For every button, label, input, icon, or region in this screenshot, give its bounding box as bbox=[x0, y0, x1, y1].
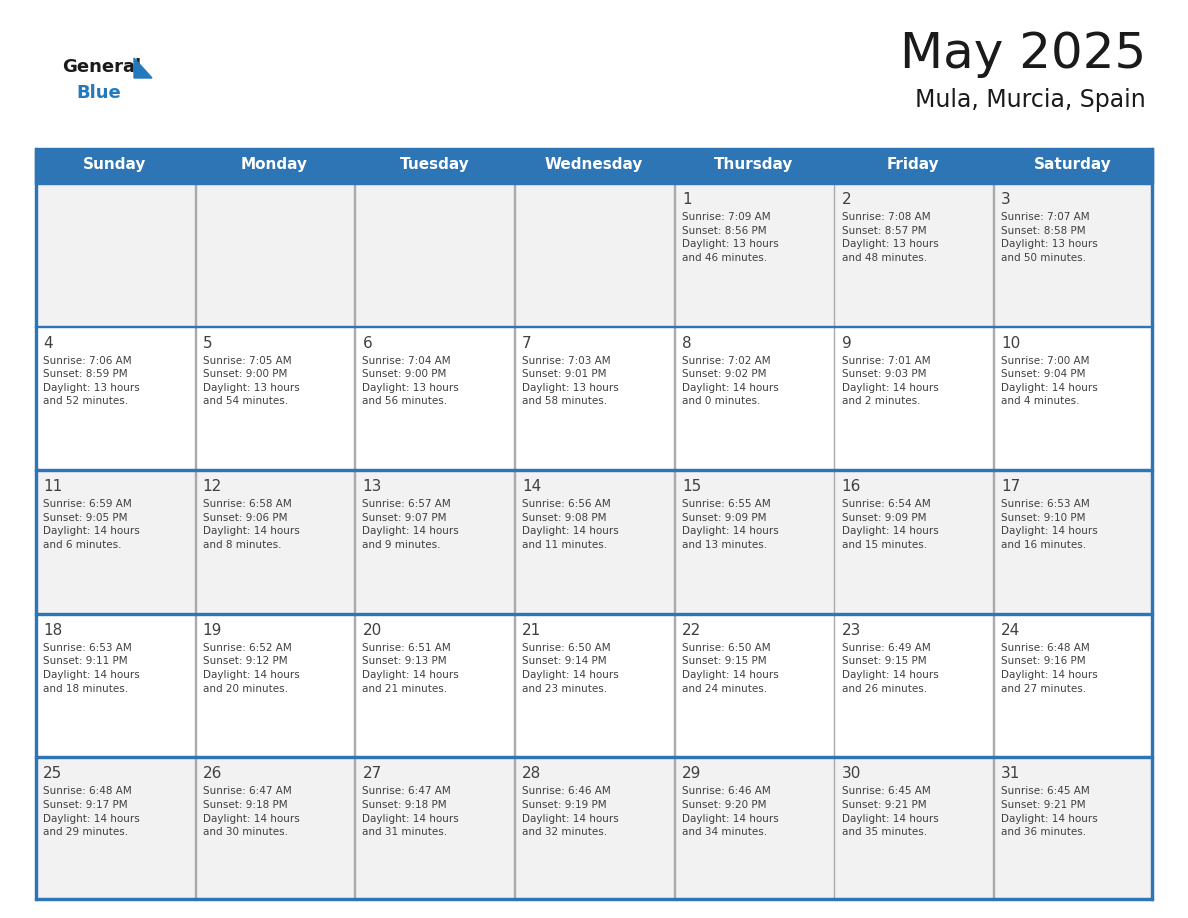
Text: Mula, Murcia, Spain: Mula, Murcia, Spain bbox=[915, 88, 1146, 112]
Text: Sunrise: 6:50 AM
Sunset: 9:15 PM
Daylight: 14 hours
and 24 minutes.: Sunrise: 6:50 AM Sunset: 9:15 PM Dayligh… bbox=[682, 643, 778, 694]
Text: 6: 6 bbox=[362, 336, 372, 351]
Text: General: General bbox=[62, 58, 141, 76]
Text: Sunrise: 6:45 AM
Sunset: 9:21 PM
Daylight: 14 hours
and 35 minutes.: Sunrise: 6:45 AM Sunset: 9:21 PM Dayligh… bbox=[841, 787, 939, 837]
Text: 12: 12 bbox=[203, 479, 222, 494]
Text: 3: 3 bbox=[1001, 192, 1011, 207]
Text: 9: 9 bbox=[841, 336, 852, 351]
Text: 1: 1 bbox=[682, 192, 691, 207]
Bar bbox=[34, 898, 1154, 900]
Text: Sunrise: 7:01 AM
Sunset: 9:03 PM
Daylight: 14 hours
and 2 minutes.: Sunrise: 7:01 AM Sunset: 9:03 PM Dayligh… bbox=[841, 355, 939, 407]
Text: Sunrise: 6:46 AM
Sunset: 9:20 PM
Daylight: 14 hours
and 34 minutes.: Sunrise: 6:46 AM Sunset: 9:20 PM Dayligh… bbox=[682, 787, 778, 837]
Text: 23: 23 bbox=[841, 622, 861, 638]
Text: 7: 7 bbox=[523, 336, 532, 351]
Text: Sunrise: 6:47 AM
Sunset: 9:18 PM
Daylight: 14 hours
and 31 minutes.: Sunrise: 6:47 AM Sunset: 9:18 PM Dayligh… bbox=[362, 787, 460, 837]
Text: Sunrise: 6:48 AM
Sunset: 9:17 PM
Daylight: 14 hours
and 29 minutes.: Sunrise: 6:48 AM Sunset: 9:17 PM Dayligh… bbox=[43, 787, 140, 837]
Text: 19: 19 bbox=[203, 622, 222, 638]
Text: Sunrise: 7:06 AM
Sunset: 8:59 PM
Daylight: 13 hours
and 52 minutes.: Sunrise: 7:06 AM Sunset: 8:59 PM Dayligh… bbox=[43, 355, 140, 407]
Text: Sunrise: 6:53 AM
Sunset: 9:10 PM
Daylight: 14 hours
and 16 minutes.: Sunrise: 6:53 AM Sunset: 9:10 PM Dayligh… bbox=[1001, 499, 1098, 550]
Text: Sunrise: 7:00 AM
Sunset: 9:04 PM
Daylight: 14 hours
and 4 minutes.: Sunrise: 7:00 AM Sunset: 9:04 PM Dayligh… bbox=[1001, 355, 1098, 407]
Text: Sunrise: 7:05 AM
Sunset: 9:00 PM
Daylight: 13 hours
and 54 minutes.: Sunrise: 7:05 AM Sunset: 9:00 PM Dayligh… bbox=[203, 355, 299, 407]
Text: Sunrise: 6:48 AM
Sunset: 9:16 PM
Daylight: 14 hours
and 27 minutes.: Sunrise: 6:48 AM Sunset: 9:16 PM Dayligh… bbox=[1001, 643, 1098, 694]
Text: 31: 31 bbox=[1001, 767, 1020, 781]
Text: 16: 16 bbox=[841, 479, 861, 494]
Text: 14: 14 bbox=[523, 479, 542, 494]
Text: Wednesday: Wednesday bbox=[545, 158, 643, 173]
Text: 5: 5 bbox=[203, 336, 213, 351]
Text: Monday: Monday bbox=[241, 158, 308, 173]
Text: Sunrise: 6:46 AM
Sunset: 9:19 PM
Daylight: 14 hours
and 32 minutes.: Sunrise: 6:46 AM Sunset: 9:19 PM Dayligh… bbox=[523, 787, 619, 837]
Text: Sunrise: 6:45 AM
Sunset: 9:21 PM
Daylight: 14 hours
and 36 minutes.: Sunrise: 6:45 AM Sunset: 9:21 PM Dayligh… bbox=[1001, 787, 1098, 837]
Text: Sunrise: 6:58 AM
Sunset: 9:06 PM
Daylight: 14 hours
and 8 minutes.: Sunrise: 6:58 AM Sunset: 9:06 PM Dayligh… bbox=[203, 499, 299, 550]
Text: 17: 17 bbox=[1001, 479, 1020, 494]
Text: 21: 21 bbox=[523, 622, 542, 638]
Text: 15: 15 bbox=[682, 479, 701, 494]
Text: Tuesday: Tuesday bbox=[399, 158, 469, 173]
Text: 30: 30 bbox=[841, 767, 861, 781]
Text: Sunrise: 7:08 AM
Sunset: 8:57 PM
Daylight: 13 hours
and 48 minutes.: Sunrise: 7:08 AM Sunset: 8:57 PM Dayligh… bbox=[841, 212, 939, 263]
Text: Sunrise: 6:59 AM
Sunset: 9:05 PM
Daylight: 14 hours
and 6 minutes.: Sunrise: 6:59 AM Sunset: 9:05 PM Dayligh… bbox=[43, 499, 140, 550]
Text: Sunrise: 6:53 AM
Sunset: 9:11 PM
Daylight: 14 hours
and 18 minutes.: Sunrise: 6:53 AM Sunset: 9:11 PM Dayligh… bbox=[43, 643, 140, 694]
Text: Sunrise: 6:51 AM
Sunset: 9:13 PM
Daylight: 14 hours
and 21 minutes.: Sunrise: 6:51 AM Sunset: 9:13 PM Dayligh… bbox=[362, 643, 460, 694]
Text: Sunrise: 7:03 AM
Sunset: 9:01 PM
Daylight: 13 hours
and 58 minutes.: Sunrise: 7:03 AM Sunset: 9:01 PM Dayligh… bbox=[523, 355, 619, 407]
Bar bbox=[34, 326, 1154, 328]
Text: 20: 20 bbox=[362, 622, 381, 638]
Bar bbox=[34, 182, 1154, 184]
Text: Sunrise: 6:57 AM
Sunset: 9:07 PM
Daylight: 14 hours
and 9 minutes.: Sunrise: 6:57 AM Sunset: 9:07 PM Dayligh… bbox=[362, 499, 460, 550]
Bar bbox=[34, 613, 1154, 614]
Text: 22: 22 bbox=[682, 622, 701, 638]
Text: Sunrise: 6:56 AM
Sunset: 9:08 PM
Daylight: 14 hours
and 11 minutes.: Sunrise: 6:56 AM Sunset: 9:08 PM Dayligh… bbox=[523, 499, 619, 550]
Bar bbox=[34, 613, 1154, 756]
Bar bbox=[34, 756, 1154, 758]
Text: 11: 11 bbox=[43, 479, 62, 494]
Bar bbox=[1151, 148, 1154, 900]
Text: 29: 29 bbox=[682, 767, 701, 781]
Text: Sunday: Sunday bbox=[83, 158, 146, 173]
Text: 2: 2 bbox=[841, 192, 851, 207]
Text: 13: 13 bbox=[362, 479, 381, 494]
Text: 27: 27 bbox=[362, 767, 381, 781]
Bar bbox=[34, 148, 37, 900]
Text: Sunrise: 6:52 AM
Sunset: 9:12 PM
Daylight: 14 hours
and 20 minutes.: Sunrise: 6:52 AM Sunset: 9:12 PM Dayligh… bbox=[203, 643, 299, 694]
Text: Thursday: Thursday bbox=[714, 158, 794, 173]
Text: Sunrise: 6:47 AM
Sunset: 9:18 PM
Daylight: 14 hours
and 30 minutes.: Sunrise: 6:47 AM Sunset: 9:18 PM Dayligh… bbox=[203, 787, 299, 837]
Text: May 2025: May 2025 bbox=[899, 30, 1146, 78]
Bar bbox=[34, 469, 1154, 613]
Text: Sunrise: 7:07 AM
Sunset: 8:58 PM
Daylight: 13 hours
and 50 minutes.: Sunrise: 7:07 AM Sunset: 8:58 PM Dayligh… bbox=[1001, 212, 1098, 263]
Text: Sunrise: 7:09 AM
Sunset: 8:56 PM
Daylight: 13 hours
and 46 minutes.: Sunrise: 7:09 AM Sunset: 8:56 PM Dayligh… bbox=[682, 212, 778, 263]
Text: Sunrise: 7:04 AM
Sunset: 9:00 PM
Daylight: 13 hours
and 56 minutes.: Sunrise: 7:04 AM Sunset: 9:00 PM Dayligh… bbox=[362, 355, 460, 407]
Text: Sunrise: 6:54 AM
Sunset: 9:09 PM
Daylight: 14 hours
and 15 minutes.: Sunrise: 6:54 AM Sunset: 9:09 PM Dayligh… bbox=[841, 499, 939, 550]
Bar bbox=[34, 326, 1154, 469]
Text: Sunrise: 7:02 AM
Sunset: 9:02 PM
Daylight: 14 hours
and 0 minutes.: Sunrise: 7:02 AM Sunset: 9:02 PM Dayligh… bbox=[682, 355, 778, 407]
Text: 18: 18 bbox=[43, 622, 62, 638]
Bar bbox=[34, 148, 1154, 182]
Text: Sunrise: 6:55 AM
Sunset: 9:09 PM
Daylight: 14 hours
and 13 minutes.: Sunrise: 6:55 AM Sunset: 9:09 PM Dayligh… bbox=[682, 499, 778, 550]
Text: Blue: Blue bbox=[76, 84, 121, 102]
Bar bbox=[34, 756, 1154, 900]
Text: 10: 10 bbox=[1001, 336, 1020, 351]
Text: Friday: Friday bbox=[887, 158, 940, 173]
Bar bbox=[34, 469, 1154, 471]
Text: 25: 25 bbox=[43, 767, 62, 781]
Text: 4: 4 bbox=[43, 336, 52, 351]
Text: 24: 24 bbox=[1001, 622, 1020, 638]
Text: 8: 8 bbox=[682, 336, 691, 351]
Text: Sunrise: 6:49 AM
Sunset: 9:15 PM
Daylight: 14 hours
and 26 minutes.: Sunrise: 6:49 AM Sunset: 9:15 PM Dayligh… bbox=[841, 643, 939, 694]
Text: 26: 26 bbox=[203, 767, 222, 781]
Text: 28: 28 bbox=[523, 767, 542, 781]
Text: Sunrise: 6:50 AM
Sunset: 9:14 PM
Daylight: 14 hours
and 23 minutes.: Sunrise: 6:50 AM Sunset: 9:14 PM Dayligh… bbox=[523, 643, 619, 694]
Text: Saturday: Saturday bbox=[1035, 158, 1112, 173]
Bar bbox=[34, 182, 1154, 326]
Polygon shape bbox=[134, 58, 152, 78]
